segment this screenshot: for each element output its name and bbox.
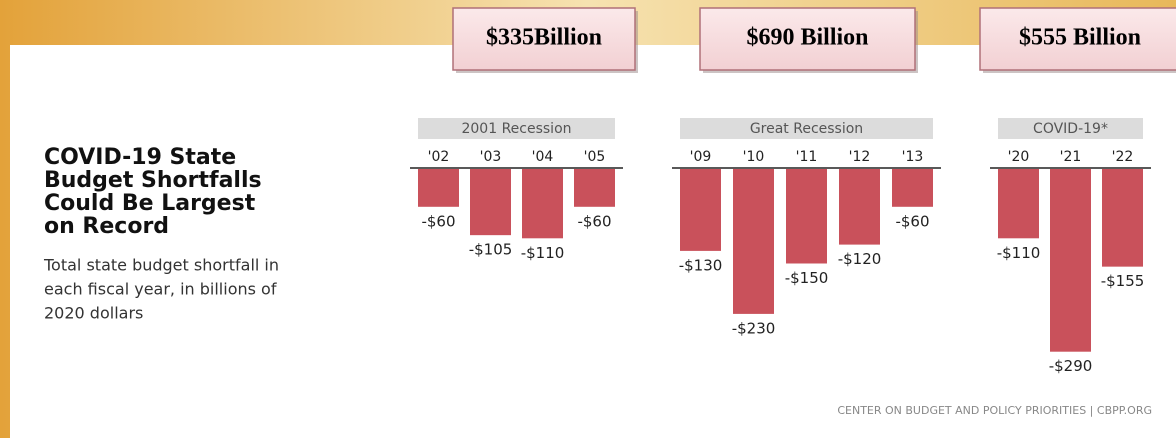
value-label: -$130	[679, 256, 723, 274]
x-tick-label: '11	[796, 149, 818, 165]
panel	[10, 45, 1176, 438]
callout-text: $335Billion	[486, 25, 602, 51]
x-tick-label: '05	[584, 149, 606, 165]
group-header	[998, 118, 1143, 139]
callout-text: $555 Billion	[1019, 25, 1141, 51]
value-label: -$60	[895, 212, 929, 230]
x-tick-label: '09	[690, 149, 712, 165]
bar	[680, 169, 721, 251]
group-name: 2001 Recession	[461, 121, 571, 137]
bar	[786, 169, 827, 264]
x-tick-label: '04	[532, 149, 554, 165]
group-name: COVID-19*	[1033, 121, 1108, 137]
group-header	[680, 118, 933, 139]
x-tick-label: '10	[743, 149, 765, 165]
x-tick-label: '20	[1008, 149, 1030, 165]
group-name: Great Recession	[750, 121, 863, 137]
value-label: -$290	[1049, 357, 1093, 375]
callout-box	[979, 7, 1176, 71]
value-label: -$60	[421, 212, 455, 230]
x-tick-label: '21	[1060, 149, 1082, 165]
bar	[733, 169, 774, 314]
callout-box	[452, 7, 636, 71]
value-label: -$60	[577, 212, 611, 230]
x-tick-label: '03	[480, 149, 502, 165]
callout-box	[699, 7, 916, 71]
bar	[1102, 169, 1143, 267]
x-tick-label: '13	[902, 149, 924, 165]
bar	[1050, 169, 1091, 352]
bar	[574, 169, 615, 207]
chart-title: on Record	[44, 214, 169, 239]
chart-subtitle: each fiscal year, in billions of	[44, 280, 277, 299]
value-label: -$105	[469, 241, 513, 259]
bar	[839, 169, 880, 245]
callout-text: $690 Billion	[746, 25, 868, 51]
chart-subtitle: 2020 dollars	[44, 304, 143, 323]
chart-title: COVID-19 State	[44, 145, 236, 170]
value-label: -$110	[997, 244, 1041, 262]
chart-title: Budget Shortfalls	[44, 168, 262, 193]
bar	[998, 169, 1039, 239]
value-label: -$120	[838, 250, 882, 268]
bar	[892, 169, 933, 207]
bar	[470, 169, 511, 236]
chart-subtitle: Total state budget shortfall in	[43, 256, 279, 275]
value-label: -$155	[1101, 272, 1145, 290]
source: CENTER ON BUDGET AND POLICY PRIORITIES |…	[837, 404, 1152, 417]
x-tick-label: '12	[849, 149, 871, 165]
group-header	[418, 118, 615, 139]
value-label: -$230	[732, 319, 776, 337]
x-tick-label: '02	[428, 149, 450, 165]
value-label: -$110	[521, 244, 565, 262]
chart-title: Could Be Largest	[44, 191, 256, 216]
x-tick-label: '22	[1112, 149, 1134, 165]
bar	[522, 169, 563, 239]
bar	[418, 169, 459, 207]
value-label: -$150	[785, 269, 829, 287]
